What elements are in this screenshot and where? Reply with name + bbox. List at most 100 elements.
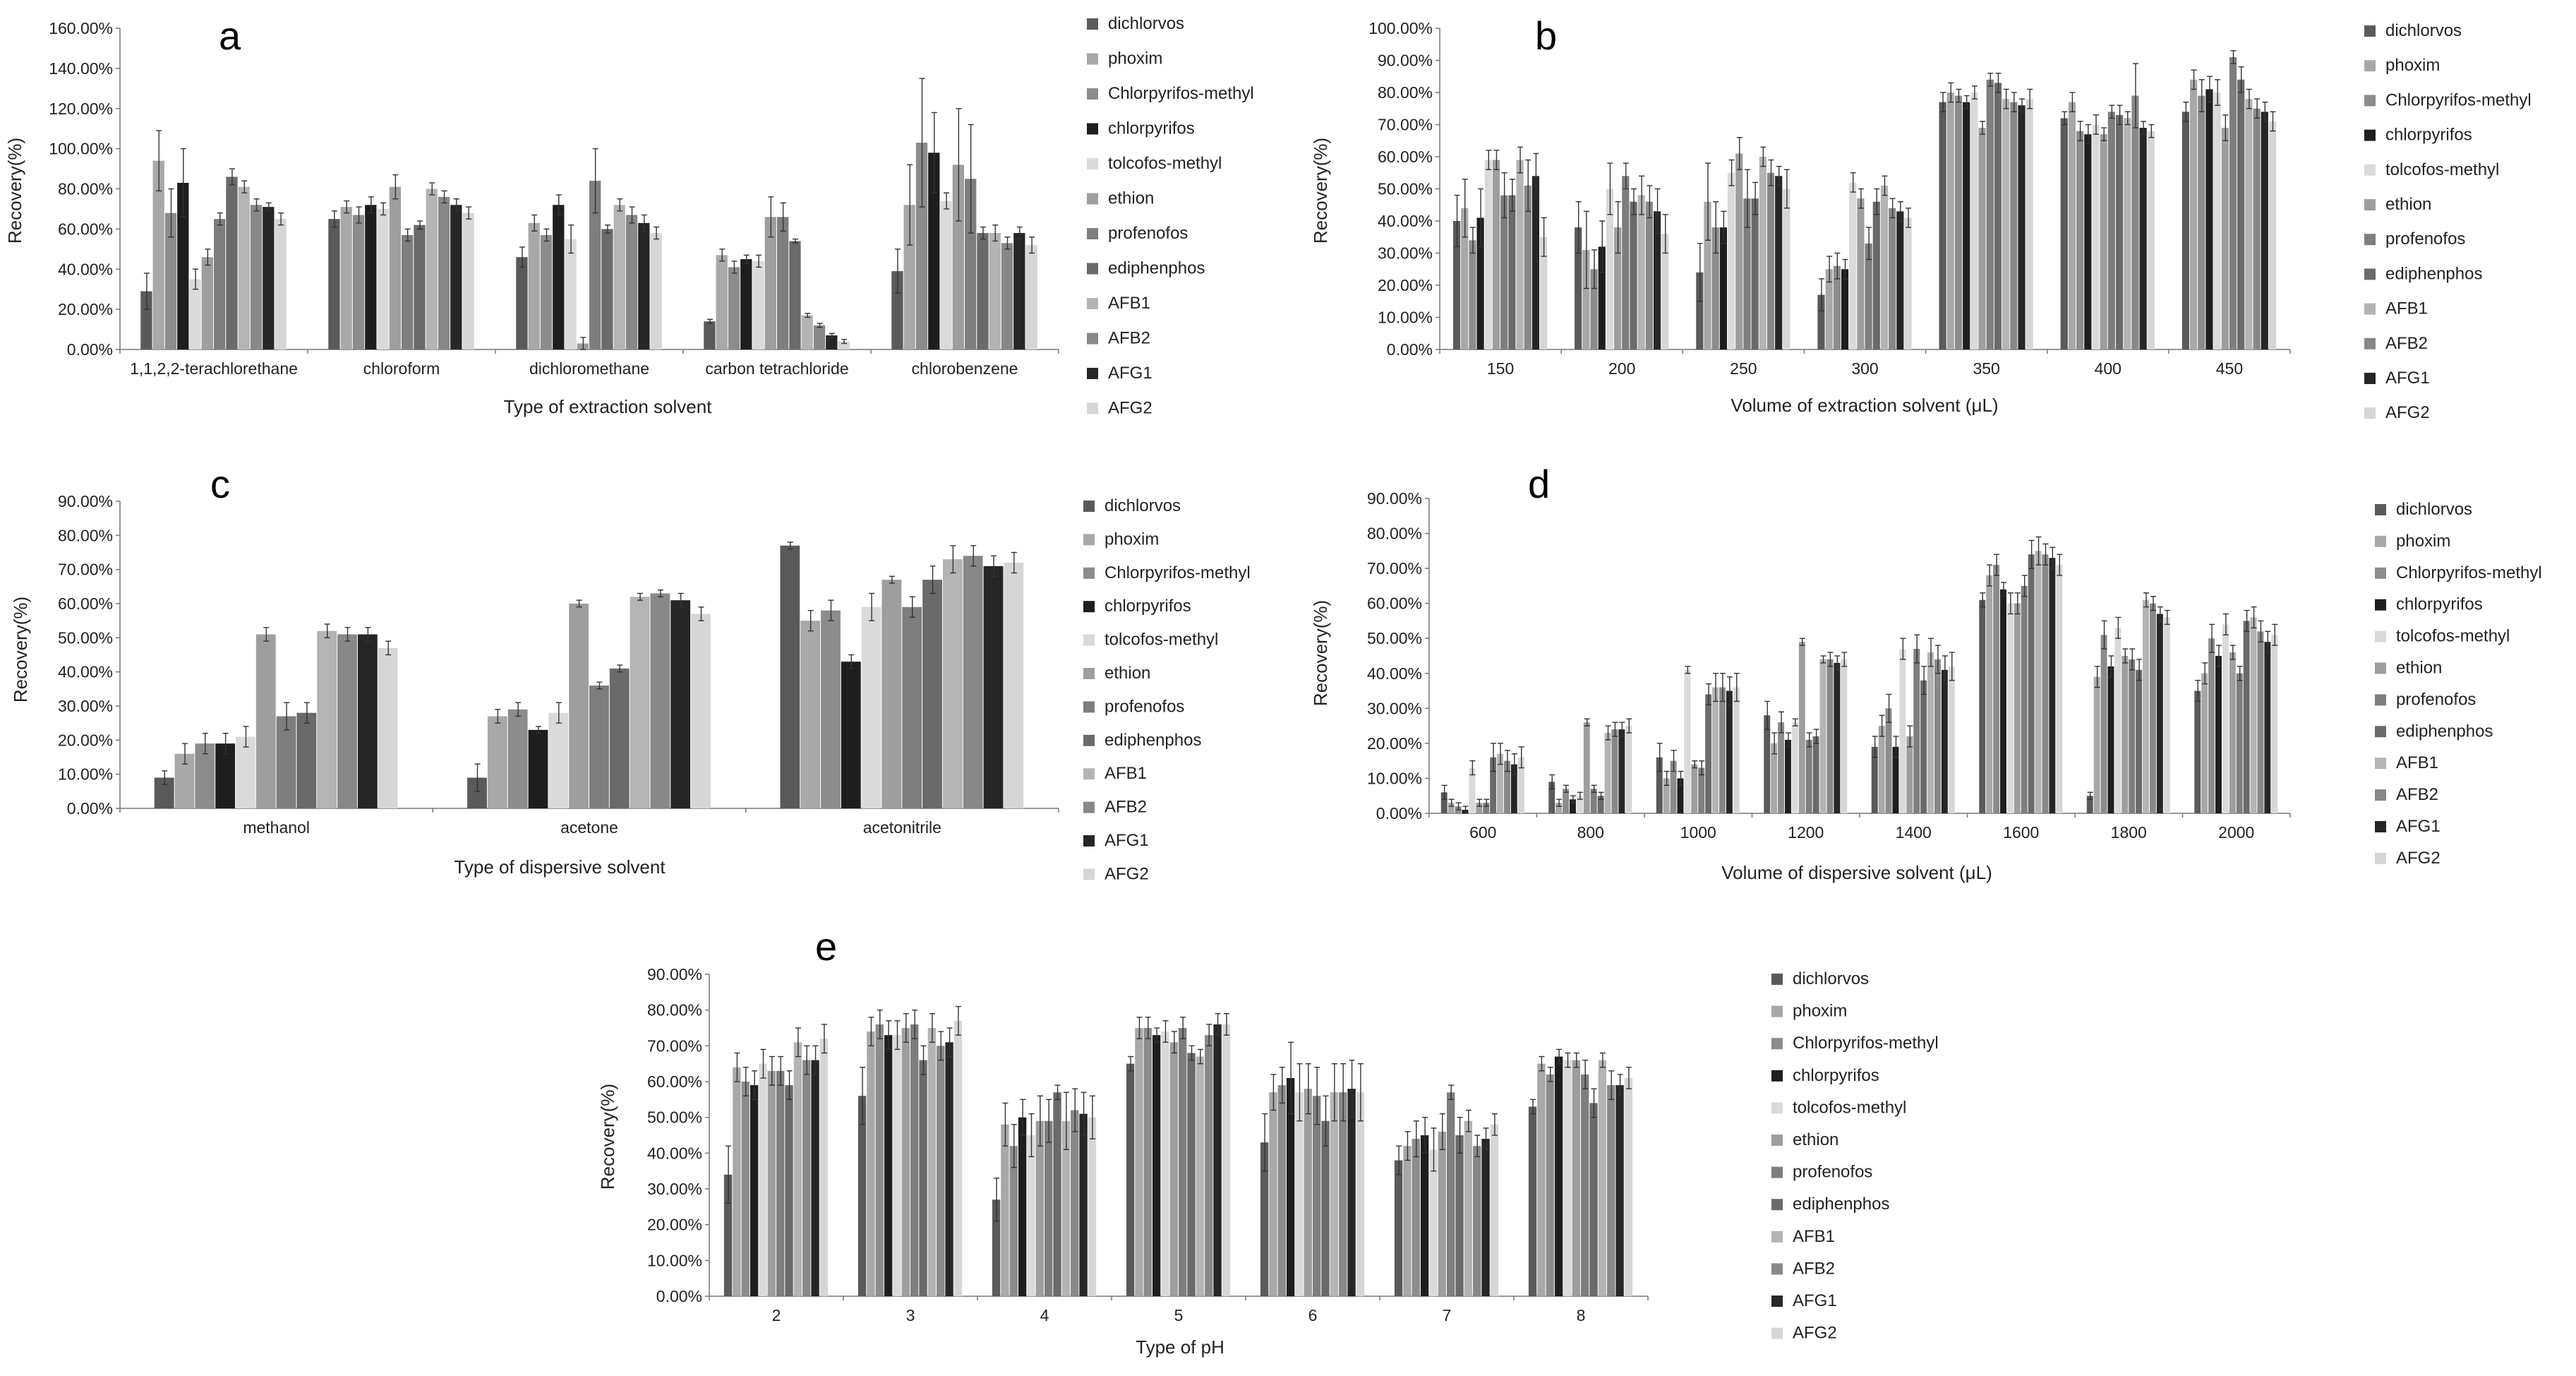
bar (1473, 1146, 1481, 1296)
bar (1071, 1110, 1079, 1296)
bar (2092, 124, 2100, 349)
bar (2156, 614, 2163, 813)
legend-swatch (2364, 337, 2376, 349)
bar (250, 205, 263, 349)
legend-entry: ethion (1108, 189, 1154, 208)
legend-entry: profenofos (2396, 690, 2476, 709)
bar (1517, 757, 1524, 813)
legend-entry: chlorpyrifos (1105, 597, 1191, 616)
bar (992, 1199, 1001, 1296)
legend-entry: tolcofos-methyl (1793, 1098, 1906, 1117)
bar (1986, 79, 1994, 350)
legend-swatch (2375, 852, 2386, 864)
bar (1719, 687, 1726, 813)
bar (1461, 208, 1469, 349)
bar (1448, 803, 1455, 813)
bar (723, 1174, 733, 1296)
bar (780, 545, 800, 808)
legend-entry: dichlorvos (2385, 21, 2462, 40)
bar (152, 160, 164, 349)
bar (2042, 554, 2049, 813)
bar (1429, 1149, 1438, 1296)
y-tick-label: 30.00% (647, 1180, 702, 1198)
bar (902, 606, 922, 808)
bar (1004, 563, 1024, 808)
legend-entry: AFG1 (2396, 817, 2440, 836)
bar (1356, 1092, 1365, 1296)
y-tick-label: 100.00% (49, 140, 113, 158)
bar (1548, 782, 1555, 813)
legend-entry: phoxim (2385, 56, 2440, 75)
category-label: carbon tetrachloride (705, 359, 848, 378)
bar (2147, 131, 2155, 349)
panel-e-plot-area: 0.00% 10.00% 20.00% 30.00% 40.00% 50.00% 60.00… (647, 965, 1649, 1324)
bar (1819, 659, 1826, 813)
bar (1161, 1031, 1169, 1296)
bar (861, 606, 881, 808)
legend-entry: AFG2 (1108, 399, 1152, 418)
category-label: 150 (1487, 359, 1514, 378)
legend-swatch (1083, 668, 1095, 679)
bar (1260, 1142, 1269, 1296)
bar (2100, 134, 2107, 349)
y-tick-label: 50.00% (58, 628, 113, 647)
bar (1645, 201, 1653, 349)
bar (1438, 1131, 1446, 1296)
y-tick-label: 20.00% (1378, 276, 1433, 294)
y-tick-label: 30.00% (1378, 244, 1433, 263)
bar (922, 580, 942, 808)
legend-entry: AFB2 (1793, 1259, 1835, 1278)
bar (1510, 764, 1517, 813)
bar (1615, 1085, 1624, 1296)
legend-entry: tolcofos-methyl (1108, 154, 1222, 173)
bar (1598, 1060, 1607, 1296)
legend-entry: phoxim (2396, 532, 2450, 551)
bar (426, 189, 438, 349)
bar (1764, 715, 1771, 813)
bar (1767, 172, 1775, 349)
bar (548, 712, 569, 808)
bar (785, 1085, 793, 1296)
bar (2010, 102, 2018, 349)
bar (1878, 726, 1885, 813)
bar (1500, 195, 1508, 349)
y-tick-label: 0.00% (67, 340, 113, 359)
bar (516, 257, 528, 349)
bar (201, 257, 213, 349)
legend-swatch (1087, 263, 1098, 275)
bar (1624, 1077, 1633, 1296)
y-tick-label: 0.00% (67, 799, 113, 818)
category-label: 450 (2216, 359, 2243, 378)
bar (2236, 673, 2243, 813)
bar (1053, 1092, 1061, 1296)
bar (740, 259, 752, 349)
panel-c-xlabel: Type of dispersive solvent (454, 856, 666, 878)
y-tick-label: 50.00% (1378, 180, 1433, 198)
legend-swatch (1083, 801, 1095, 813)
y-tick-label: 60.00% (58, 594, 113, 613)
legend-entry: AFB2 (2385, 334, 2428, 353)
bar (275, 219, 287, 349)
bar (1330, 1092, 1339, 1296)
bar (940, 201, 952, 349)
bar (910, 1024, 919, 1296)
legend-swatch (2375, 758, 2386, 770)
bar (1269, 1092, 1277, 1296)
bar (438, 196, 450, 349)
bar (1420, 1135, 1429, 1296)
bar (1656, 757, 1663, 813)
bar (414, 225, 426, 349)
bar (1904, 217, 1912, 349)
bar (2189, 79, 2198, 350)
bar (1394, 1160, 1403, 1296)
bar (1791, 722, 1798, 813)
bar (1954, 95, 1963, 350)
bar (1572, 1060, 1580, 1296)
bar (1126, 1063, 1135, 1296)
bar (1653, 211, 1661, 349)
bar (1440, 792, 1448, 813)
legend-swatch (1771, 974, 1783, 985)
legend-swatch (2375, 694, 2386, 706)
bar (1277, 1085, 1286, 1296)
bar (2056, 565, 2063, 813)
